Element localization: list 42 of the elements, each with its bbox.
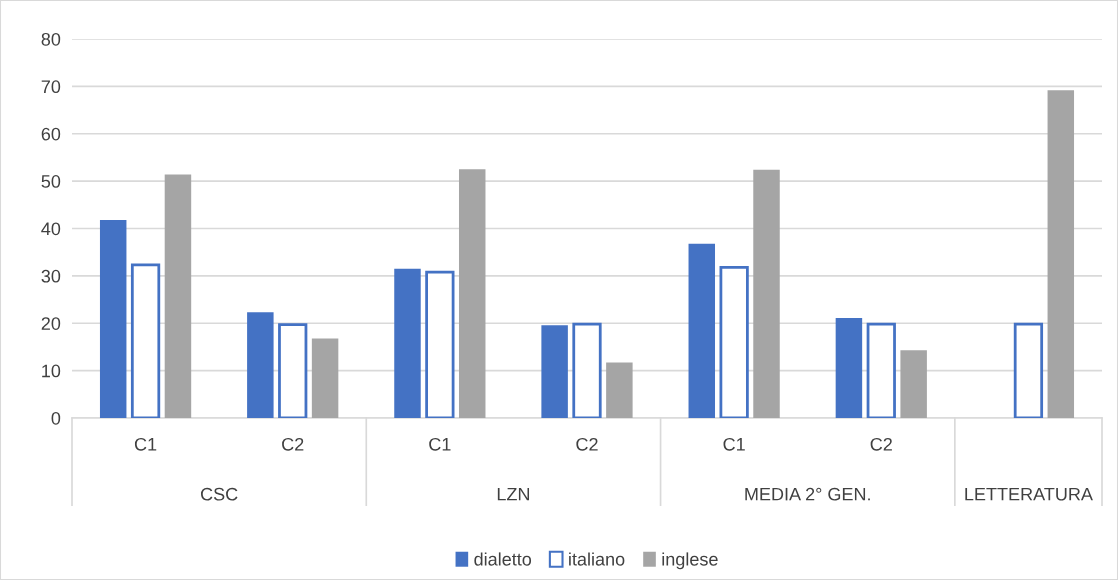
bar	[606, 362, 633, 418]
bar	[394, 268, 421, 418]
bar	[900, 350, 927, 418]
x-tick-label: C2	[282, 437, 304, 451]
y-tick-label: 60	[41, 127, 61, 141]
bar	[835, 318, 863, 418]
text: CSC	[201, 487, 238, 501]
y-tick-label: 50	[41, 175, 61, 188]
bar	[458, 169, 486, 418]
y-tick-label: 20	[41, 317, 61, 330]
x-tick-label: C2	[576, 437, 598, 451]
y-tick-label: 80	[41, 32, 61, 46]
bar	[1047, 90, 1075, 418]
legend-label: inglese	[662, 552, 718, 570]
bar	[572, 322, 602, 418]
bar	[719, 265, 749, 418]
y-tick-label: 30	[41, 269, 61, 283]
bar	[311, 338, 339, 418]
legend-label: italiano	[569, 552, 625, 566]
y-tick-label: 40	[41, 222, 61, 236]
y-tick-label: 10	[42, 364, 61, 378]
legend-label: dialetto	[474, 552, 532, 566]
bar	[164, 174, 192, 418]
bar	[866, 322, 896, 418]
bar	[1013, 322, 1044, 418]
bar	[753, 169, 780, 418]
text: LETTERATURA	[965, 487, 1093, 501]
y-tick-label: 70	[41, 80, 61, 94]
bar	[425, 270, 455, 418]
x-tick-label: C2	[870, 437, 892, 451]
bar	[130, 263, 161, 418]
bar	[247, 312, 274, 418]
x-tick-label: C1	[723, 437, 745, 451]
bar	[688, 243, 716, 418]
text: LZN	[497, 487, 530, 501]
text: MEDIA 2° GEN.	[745, 487, 870, 501]
bar	[99, 219, 127, 418]
x-tick-label: C1	[134, 437, 157, 451]
x-tick-label: C1	[429, 437, 451, 451]
bar	[278, 323, 308, 418]
bar	[541, 325, 568, 418]
y-tick-label: 0	[51, 411, 61, 425]
